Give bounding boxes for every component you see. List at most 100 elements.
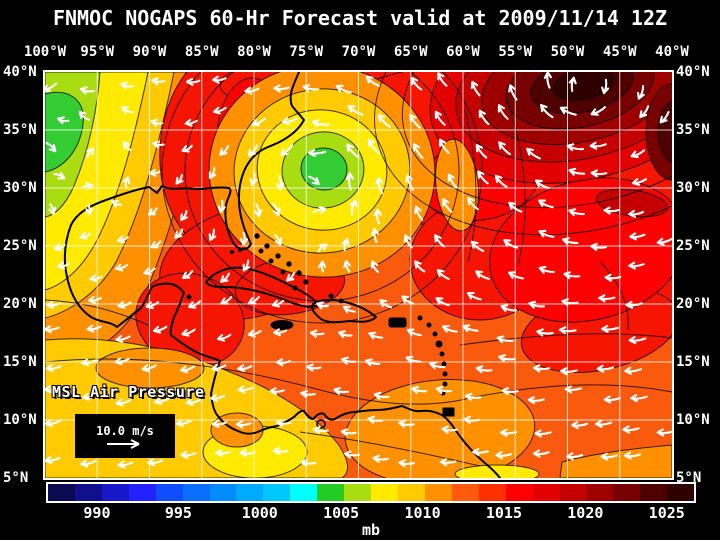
lat-label: 35°N (3, 122, 37, 138)
wind-arrow-icon (48, 203, 57, 215)
wind-arrow-icon (370, 260, 380, 274)
lon-label: 85°W (184, 44, 219, 60)
wind-scale-label: 10.0 m/s (96, 423, 154, 438)
wind-arrow-icon (538, 199, 554, 209)
wind-arrow-icon (340, 428, 357, 437)
wind-arrow-icon (639, 105, 650, 119)
wind-arrow-icon (470, 80, 481, 97)
wind-arrow-icon (439, 458, 457, 467)
wind-arrow-icon (208, 228, 217, 242)
wind-arrow-icon (272, 202, 281, 216)
wind-arrow-icon (318, 260, 327, 273)
wind-arrow-icon (312, 426, 329, 435)
wind-arrow-icon (150, 118, 164, 127)
lat-label: 10°N (676, 412, 710, 428)
wind-arrow-icon (568, 76, 577, 92)
wind-arrow-icon (244, 86, 260, 95)
wind-arrow-icon (406, 328, 422, 337)
wind-arrow-icon (659, 110, 670, 124)
wind-arrow-icon (508, 201, 523, 213)
lat-label: 30°N (676, 180, 710, 196)
wind-arrow-icon (143, 267, 156, 276)
lat-label: 40°N (676, 64, 710, 80)
wind-arrow-icon (45, 364, 62, 373)
wind-arrow-icon (308, 148, 327, 158)
wind-arrow-icon (115, 398, 132, 407)
wind-arrow-icon (629, 232, 646, 241)
lat-label: 10°N (3, 412, 37, 428)
wind-arrow-icon (560, 367, 578, 376)
wind-arrow-icon (184, 118, 198, 127)
wind-arrow-icon (251, 117, 266, 127)
wind-arrow-icon (603, 395, 621, 404)
wind-arrow-icon (210, 393, 226, 402)
wind-arrow-icon (273, 84, 290, 93)
wind-arrow-icon (239, 232, 249, 246)
wind-arrow-icon (368, 331, 384, 340)
wind-arrow-icon (559, 106, 577, 116)
wind-arrow-icon (343, 260, 352, 273)
wind-arrow-icon (211, 363, 227, 372)
wind-arrow-icon (370, 227, 379, 243)
wind-arrow-icon (180, 365, 196, 374)
wind-arrow-icon (302, 84, 320, 93)
lon-label: 45°W (602, 44, 637, 60)
wind-arrow-icon (496, 335, 514, 344)
wind-arrow-icon (46, 300, 61, 309)
colorbar-swatch (155, 484, 183, 501)
wind-arrow-icon (335, 84, 352, 94)
wind-arrow-icon (150, 240, 162, 249)
wind-arrow-icon (367, 138, 380, 155)
wind-arrow-icon (217, 199, 226, 213)
colorbar-swatch (640, 484, 668, 501)
wind-arrow-icon (346, 143, 360, 159)
wind-arrow-icon (435, 297, 450, 307)
wind-arrow-icon (630, 149, 646, 159)
wind-arrow-icon (208, 166, 217, 180)
wind-scale-box: 10.0 m/s (75, 414, 175, 458)
wind-arrow-icon (239, 449, 256, 458)
wind-arrow-icon (566, 452, 584, 461)
colorbar-unit: mb (361, 521, 381, 539)
wind-arrow-icon (536, 328, 554, 337)
wind-arrow-icon (117, 301, 132, 310)
colorbar-swatch (451, 484, 479, 501)
wind-arrow-icon (563, 271, 581, 280)
lat-label: 20°N (3, 296, 37, 312)
wind-arrow-icon (601, 324, 619, 334)
wind-arrow-icon (174, 228, 184, 239)
wind-arrow-icon (405, 355, 422, 364)
wind-arrow-icon (527, 396, 545, 405)
wind-arrow-icon (45, 325, 60, 334)
wind-arrow-icon (337, 330, 353, 339)
wind-arrow-icon (341, 356, 357, 365)
colorbar-swatch (397, 484, 425, 501)
wind-arrow-icon (495, 451, 513, 460)
wind-arrow-icon (349, 199, 358, 216)
wind-arrow-icon (462, 324, 479, 333)
wind-arrow-icon (242, 259, 251, 272)
wind-arrow-icon (148, 168, 161, 177)
wind-arrow-icon (247, 329, 262, 338)
colorbar-tick-label: 1025 (648, 504, 685, 522)
wind-arrow-icon (528, 300, 546, 309)
wind-arrow-icon (439, 138, 450, 154)
colorbar-swatch (505, 484, 533, 501)
colorbar-swatch (48, 484, 75, 501)
wind-arrow-icon (345, 172, 354, 191)
wind-arrow-icon (568, 167, 586, 176)
wind-arrow-icon (147, 458, 164, 467)
wind-arrow-icon (89, 274, 103, 283)
wind-arrow-icon (308, 175, 320, 186)
lon-label: 80°W (237, 44, 271, 60)
wind-arrow-icon (175, 419, 192, 428)
colorbar-tick-label: 1005 (323, 504, 360, 522)
wind-arrow-icon (147, 207, 158, 216)
colorbar-swatch (667, 484, 695, 501)
wind-arrow-icon (596, 364, 615, 373)
wind-arrow-icon (412, 143, 424, 159)
wind-arrow-icon (590, 169, 608, 178)
colorbar-tick-label: 990 (83, 504, 111, 522)
wind-arrow-icon (211, 75, 227, 84)
wind-arrow-icon (216, 333, 232, 342)
